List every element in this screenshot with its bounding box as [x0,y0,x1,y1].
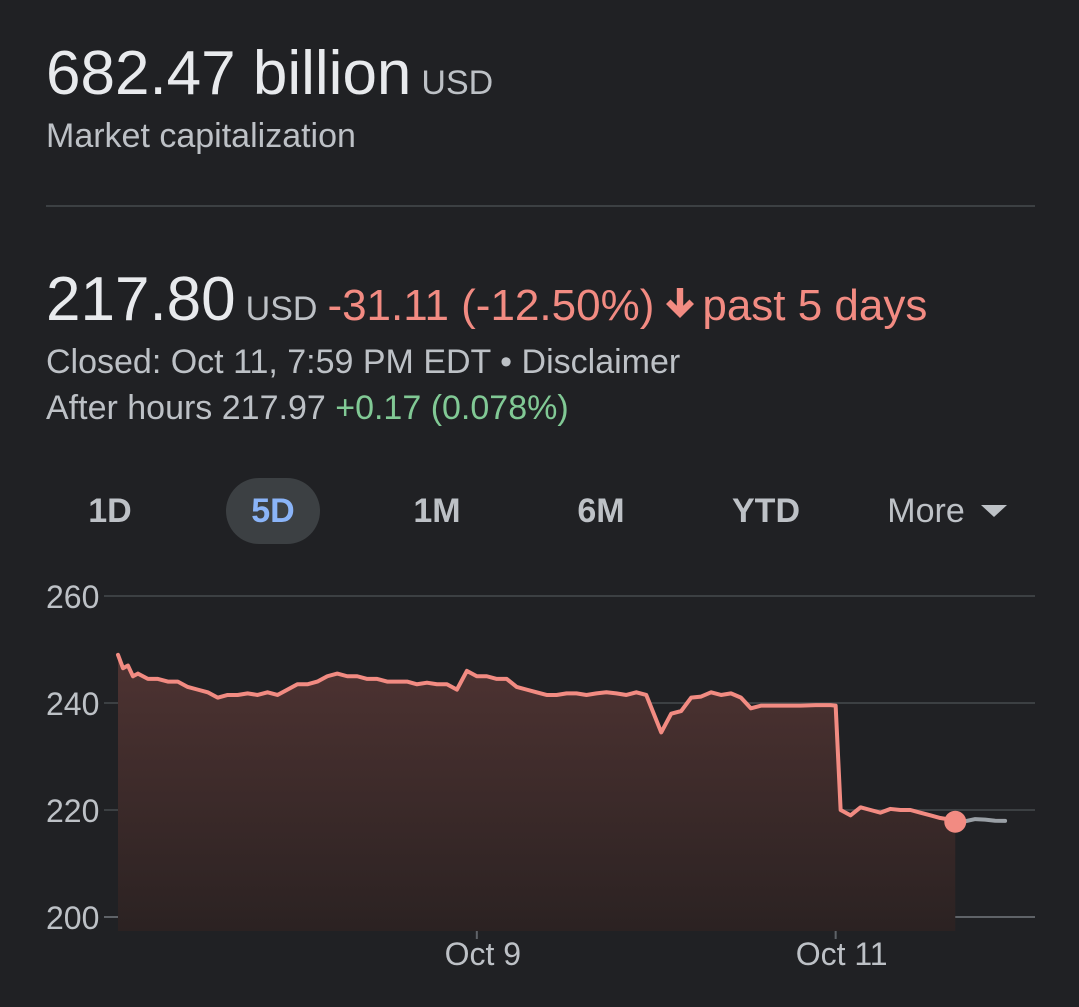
arrow-down-icon [664,278,696,354]
tab-1m[interactable]: 1M [413,492,461,530]
series-lines [116,652,1008,833]
after-hours-price: 217.97 [221,389,326,427]
period-label: past 5 days [702,281,928,330]
closed-status: Closed: Oct 11, 7:59 PM EDT [46,343,491,381]
y-tick-label: 260 [46,579,99,615]
tab-more[interactable]: More [862,478,1032,544]
tab-5d[interactable]: 5D [226,478,320,544]
price-currency: USD [245,290,318,328]
tab-1d[interactable]: 1D [88,492,132,530]
divider [46,205,1035,207]
price-series-line [116,652,958,824]
market-cap-currency: USD [421,64,494,102]
market-cap-value: 682.47 billion USD [46,36,493,121]
y-tick-label: 220 [46,793,99,829]
tab-more-label: More [887,492,965,530]
chevron-down-icon [980,505,1007,518]
x-tick-label: Oct 11 [796,936,888,972]
market-cap-number: 682.47 billion [46,39,412,108]
disclaimer-link[interactable]: Disclaimer [521,343,681,381]
after-hours-change: +0.17 (0.078%) [335,389,569,427]
separator: • [500,343,513,381]
y-tick-label: 240 [46,686,99,722]
price-line: 217.80 USD -31.11 (-12.50%) past 5 days [46,262,927,354]
area-fill [118,654,956,931]
last-price-marker [944,810,967,833]
axis-labels: 260 240 220 200 Oct 9 Oct 11 [46,579,888,972]
tab-ytd[interactable]: YTD [732,492,800,530]
market-cap-label: Market capitalization [46,117,356,155]
x-tick-label: Oct 9 [445,936,521,972]
after-hours-info: After hours 217.97 +0.17 (0.078%) [46,388,569,428]
price-chart[interactable]: 260 240 220 200 Oct 9 Oct 11 [0,560,1079,1007]
current-price: 217.80 [46,265,236,334]
series-area [118,654,956,931]
tab-6m[interactable]: 6M [577,492,625,530]
y-tick-label: 200 [46,900,99,936]
after-hours-label: After hours [46,389,213,427]
price-change: -31.11 (-12.50%) [327,281,655,330]
market-status: Closed: Oct 11, 7:59 PM EDT • Disclaimer [46,342,680,382]
